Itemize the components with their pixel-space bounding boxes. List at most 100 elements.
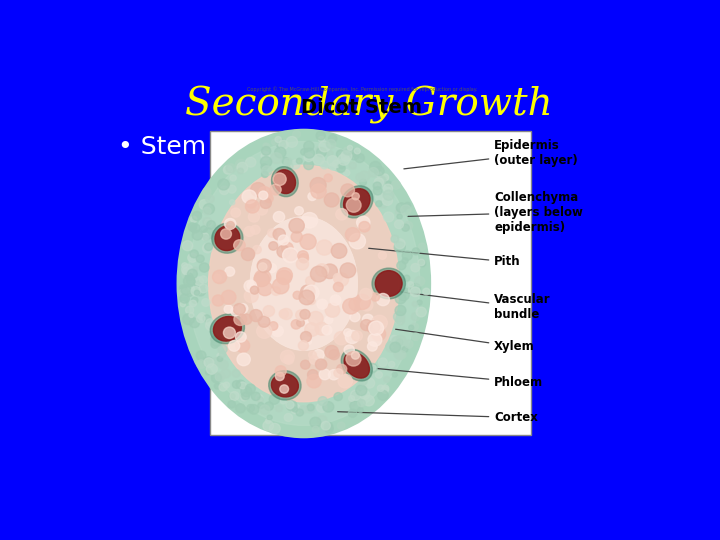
Circle shape (371, 365, 376, 370)
Circle shape (228, 401, 235, 408)
Circle shape (308, 312, 323, 326)
Circle shape (386, 181, 392, 186)
Circle shape (361, 320, 372, 330)
Circle shape (337, 164, 345, 172)
Circle shape (352, 331, 362, 341)
Circle shape (283, 248, 298, 263)
Circle shape (384, 212, 394, 222)
Circle shape (326, 139, 336, 148)
Circle shape (392, 236, 397, 241)
Circle shape (328, 151, 333, 156)
Circle shape (333, 282, 343, 292)
Circle shape (316, 131, 325, 140)
Circle shape (257, 259, 271, 272)
Circle shape (392, 372, 397, 377)
Circle shape (316, 146, 323, 153)
Circle shape (194, 290, 199, 295)
Circle shape (334, 332, 348, 345)
Circle shape (261, 157, 271, 167)
Circle shape (404, 221, 413, 229)
Circle shape (276, 405, 282, 411)
Circle shape (186, 278, 195, 286)
Circle shape (312, 426, 319, 433)
Circle shape (280, 385, 289, 393)
Circle shape (402, 251, 412, 260)
Circle shape (296, 409, 303, 416)
Circle shape (333, 160, 341, 167)
Circle shape (246, 157, 256, 167)
Circle shape (300, 360, 310, 369)
Circle shape (218, 345, 227, 354)
Circle shape (285, 249, 297, 261)
Circle shape (203, 207, 211, 215)
Ellipse shape (344, 352, 369, 378)
Circle shape (224, 305, 233, 313)
Circle shape (292, 407, 297, 412)
Circle shape (203, 218, 212, 226)
Circle shape (352, 390, 361, 399)
Circle shape (282, 242, 293, 253)
Circle shape (189, 300, 197, 307)
Circle shape (334, 369, 343, 377)
Circle shape (324, 193, 339, 207)
Circle shape (390, 341, 398, 349)
Circle shape (318, 137, 324, 142)
Circle shape (237, 163, 248, 173)
Circle shape (225, 267, 235, 276)
Circle shape (182, 241, 193, 251)
Circle shape (304, 338, 312, 345)
Ellipse shape (343, 188, 370, 215)
Circle shape (368, 333, 382, 346)
Circle shape (223, 382, 230, 388)
Text: Xylem: Xylem (395, 329, 535, 353)
Circle shape (415, 276, 425, 286)
Circle shape (317, 240, 333, 255)
Circle shape (330, 295, 341, 305)
Circle shape (271, 326, 283, 336)
Circle shape (233, 381, 240, 388)
Circle shape (269, 322, 278, 330)
Circle shape (193, 267, 198, 272)
Circle shape (294, 207, 303, 215)
Circle shape (377, 390, 388, 401)
Circle shape (321, 421, 330, 430)
Circle shape (227, 221, 234, 229)
Circle shape (299, 254, 309, 263)
Circle shape (184, 276, 195, 287)
Circle shape (197, 255, 204, 262)
Circle shape (244, 226, 255, 237)
Circle shape (181, 263, 188, 268)
Circle shape (235, 404, 246, 413)
Circle shape (359, 171, 369, 181)
Circle shape (307, 404, 314, 411)
Circle shape (206, 319, 214, 326)
Circle shape (275, 372, 284, 381)
Circle shape (395, 220, 403, 228)
Circle shape (360, 288, 372, 300)
Circle shape (317, 299, 328, 309)
Circle shape (180, 302, 186, 307)
Circle shape (220, 229, 231, 239)
Circle shape (377, 293, 390, 306)
Circle shape (397, 335, 406, 345)
Circle shape (343, 329, 351, 336)
Circle shape (379, 252, 387, 259)
Circle shape (336, 208, 348, 220)
Circle shape (254, 272, 269, 287)
Circle shape (405, 340, 413, 348)
Circle shape (338, 374, 352, 388)
Circle shape (206, 195, 214, 203)
Circle shape (319, 369, 330, 380)
Circle shape (304, 148, 315, 158)
Circle shape (212, 357, 221, 366)
Circle shape (357, 382, 367, 392)
Circle shape (179, 285, 186, 292)
Text: Phloem: Phloem (377, 368, 544, 389)
Circle shape (180, 294, 189, 303)
Circle shape (315, 264, 328, 276)
Circle shape (244, 289, 258, 302)
Circle shape (349, 151, 359, 160)
Circle shape (179, 289, 186, 297)
Circle shape (395, 209, 401, 214)
Circle shape (382, 195, 392, 205)
